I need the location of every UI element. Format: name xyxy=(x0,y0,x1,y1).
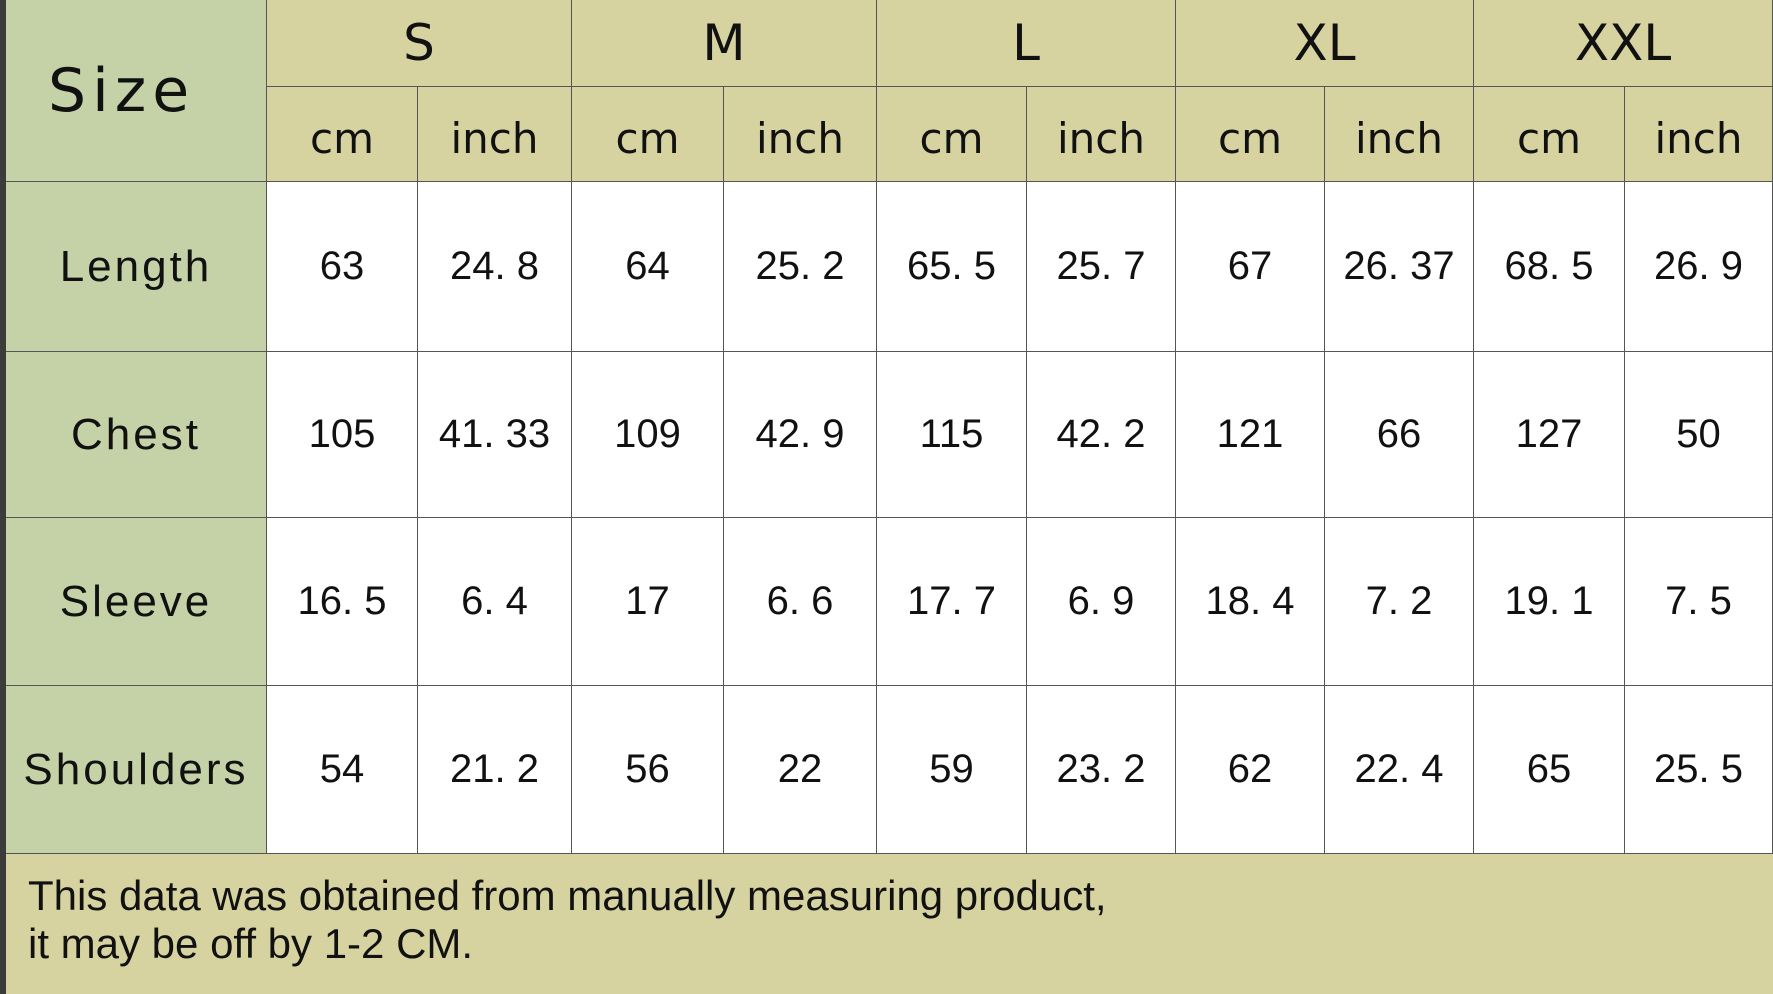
size-header: XL xyxy=(1176,0,1474,87)
row-label: Sleeve xyxy=(6,518,267,686)
title-cell: Size xyxy=(6,0,267,182)
footer-note: This data was obtained from manually mea… xyxy=(6,854,1773,994)
value-cell: 115 xyxy=(877,352,1027,518)
row-label: Shoulders xyxy=(6,686,267,854)
value-cell: 109 xyxy=(572,352,724,518)
value-cell: 68. 5 xyxy=(1474,182,1625,352)
left-border xyxy=(0,0,6,994)
unit-header: inch xyxy=(1625,87,1773,182)
unit-header: cm xyxy=(877,87,1027,182)
value-cell: 6. 6 xyxy=(724,518,877,686)
footer-line: This data was obtained from manually mea… xyxy=(28,872,1107,919)
value-cell: 17. 7 xyxy=(877,518,1027,686)
value-cell: 63 xyxy=(267,182,418,352)
size-header: L xyxy=(877,0,1176,87)
value-cell: 22. 4 xyxy=(1325,686,1474,854)
value-cell: 64 xyxy=(572,182,724,352)
value-cell: 65. 5 xyxy=(877,182,1027,352)
value-cell: 19. 1 xyxy=(1474,518,1625,686)
value-cell: 66 xyxy=(1325,352,1474,518)
value-cell: 6. 4 xyxy=(418,518,572,686)
value-cell: 7. 5 xyxy=(1625,518,1773,686)
value-cell: 26. 37 xyxy=(1325,182,1474,352)
value-cell: 25. 5 xyxy=(1625,686,1773,854)
unit-header: inch xyxy=(1027,87,1176,182)
size-header: M xyxy=(572,0,877,87)
unit-header: inch xyxy=(1325,87,1474,182)
value-cell: 23. 2 xyxy=(1027,686,1176,854)
value-cell: 18. 4 xyxy=(1176,518,1325,686)
size-header: XXL xyxy=(1474,0,1773,87)
value-cell: 42. 2 xyxy=(1027,352,1176,518)
value-cell: 24. 8 xyxy=(418,182,572,352)
value-cell: 105 xyxy=(267,352,418,518)
value-cell: 26. 9 xyxy=(1625,182,1773,352)
footer-line: it may be off by 1-2 CM. xyxy=(28,920,474,967)
value-cell: 6. 9 xyxy=(1027,518,1176,686)
size-header: S xyxy=(267,0,572,87)
row-label: Length xyxy=(6,182,267,352)
unit-header: cm xyxy=(572,87,724,182)
unit-header: cm xyxy=(1176,87,1325,182)
value-cell: 7. 2 xyxy=(1325,518,1474,686)
value-cell: 62 xyxy=(1176,686,1325,854)
value-cell: 41. 33 xyxy=(418,352,572,518)
value-cell: 17 xyxy=(572,518,724,686)
value-cell: 56 xyxy=(572,686,724,854)
value-cell: 21. 2 xyxy=(418,686,572,854)
value-cell: 127 xyxy=(1474,352,1625,518)
unit-header: inch xyxy=(724,87,877,182)
row-label: Chest xyxy=(6,352,267,518)
unit-header: cm xyxy=(267,87,418,182)
value-cell: 25. 7 xyxy=(1027,182,1176,352)
value-cell: 121 xyxy=(1176,352,1325,518)
value-cell: 59 xyxy=(877,686,1027,854)
value-cell: 22 xyxy=(724,686,877,854)
unit-header: cm xyxy=(1474,87,1625,182)
unit-header: inch xyxy=(418,87,572,182)
value-cell: 42. 9 xyxy=(724,352,877,518)
value-cell: 65 xyxy=(1474,686,1625,854)
value-cell: 16. 5 xyxy=(267,518,418,686)
value-cell: 25. 2 xyxy=(724,182,877,352)
value-cell: 54 xyxy=(267,686,418,854)
value-cell: 67 xyxy=(1176,182,1325,352)
value-cell: 50 xyxy=(1625,352,1773,518)
